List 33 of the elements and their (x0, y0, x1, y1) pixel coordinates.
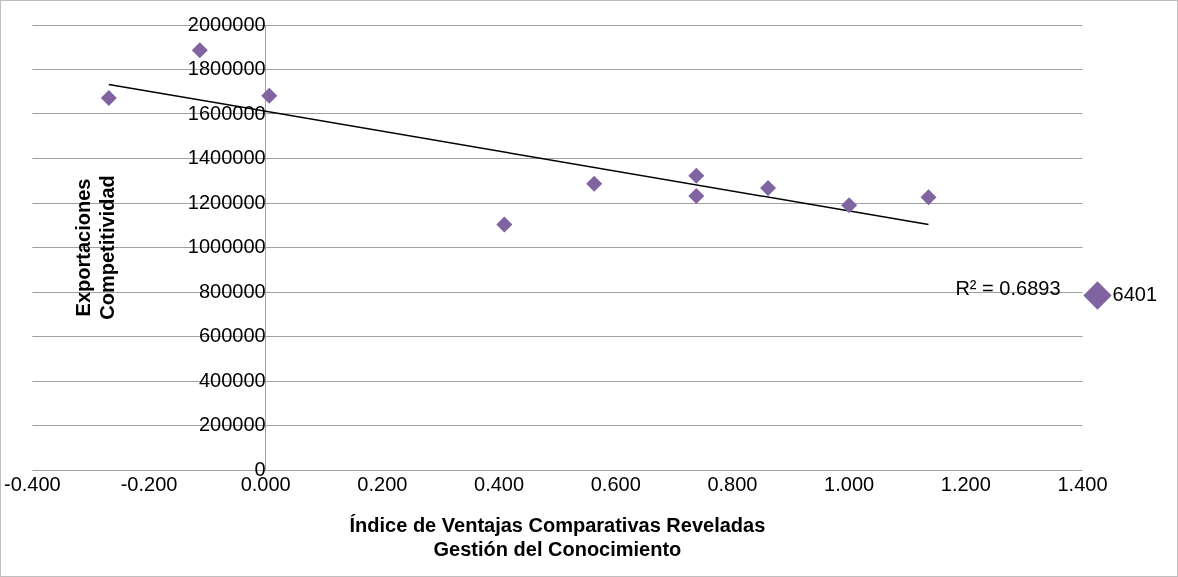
y-axis-title: Exportaciones Competitividad (71, 175, 118, 320)
y-tick-label: 200000 (198, 413, 266, 436)
x-tick-label: 0.800 (707, 472, 758, 495)
point (191, 42, 208, 59)
y-tick-label: 600000 (198, 324, 266, 347)
x-tick-label: 1.000 (824, 472, 875, 495)
legend-label: 6401 (1112, 283, 1158, 306)
y-tick-label: 800000 (198, 279, 266, 302)
x-tick-label: 0.200 (357, 472, 408, 495)
x-tick-label: 1.400 (1057, 472, 1108, 495)
y-tick-label: 1600000 (187, 101, 266, 124)
x-tick-label: -0.400 (4, 472, 61, 495)
point (496, 216, 513, 233)
point (586, 175, 603, 192)
point (760, 180, 777, 197)
y-tick-label: 2000000 (187, 12, 266, 35)
point (841, 197, 858, 214)
point (100, 89, 117, 106)
x-tick-label: 1.200 (940, 472, 991, 495)
point (261, 87, 278, 104)
y-tick-label: 1200000 (187, 190, 266, 213)
x-axis-title: Índice de Ventajas Comparativas Reveladas Gestión del Conocimiento (349, 513, 766, 560)
point (920, 189, 937, 206)
y-tick-label: 1800000 (187, 57, 266, 80)
x-tick-label: 0.600 (590, 472, 641, 495)
point (688, 188, 705, 205)
y-tick-label: 400000 (198, 368, 266, 391)
y-tick-label: 1400000 (187, 146, 266, 169)
x-tick-label: 0.400 (474, 472, 525, 495)
point (688, 167, 705, 184)
x-tick-label: -0.200 (120, 472, 178, 495)
annotation: R² = 0.6893 (955, 277, 1061, 300)
y-tick-label: 1000000 (187, 235, 266, 258)
